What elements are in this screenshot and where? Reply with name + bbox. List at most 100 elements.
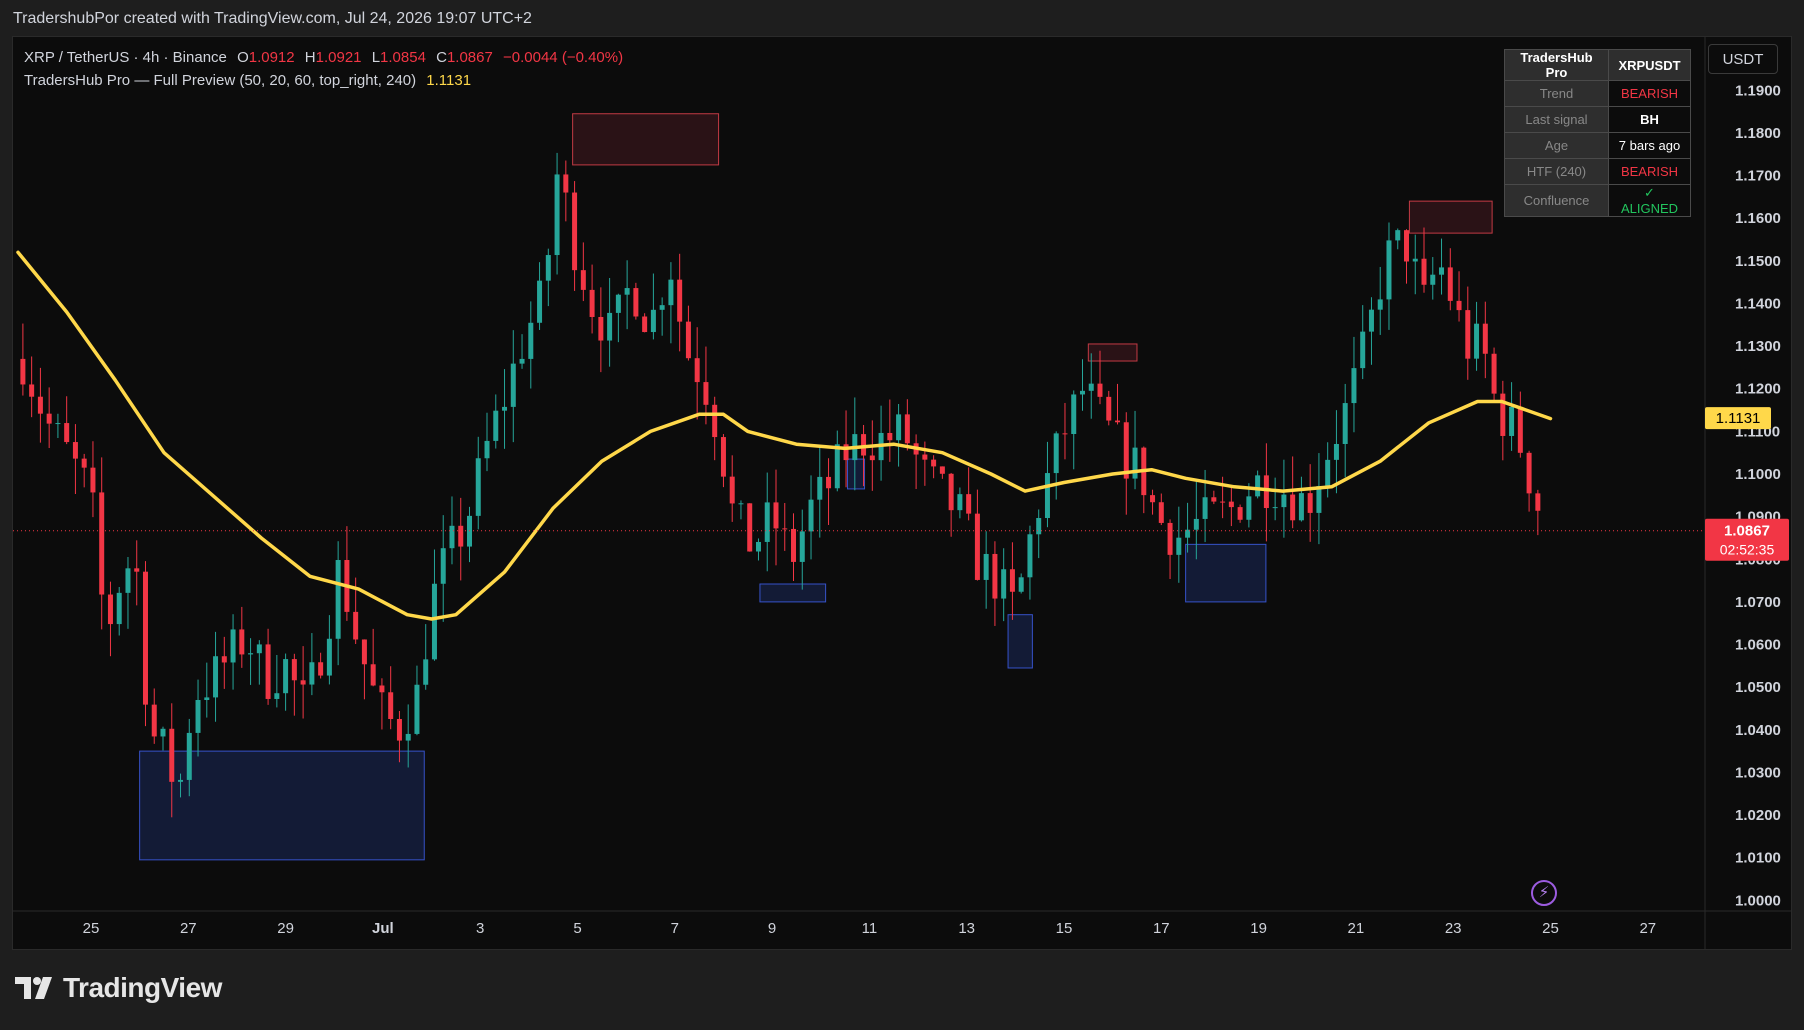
info-key: HTF (240)	[1504, 158, 1609, 185]
demand-zone	[759, 583, 827, 603]
candle-body	[966, 494, 972, 514]
candle-body	[1395, 230, 1401, 241]
chart-legend: XRP / TetherUS · 4h · Binance O1.0912 H1…	[24, 46, 623, 92]
candle-body	[738, 503, 744, 505]
candle-body	[1062, 433, 1068, 435]
candle-body	[633, 288, 639, 317]
candle-body	[931, 459, 937, 467]
candle-body	[1132, 447, 1138, 479]
symbol-label[interactable]: XRP / TetherUS · 4h · Binance	[24, 49, 227, 66]
candle-body	[1255, 475, 1261, 497]
time-tick-label: 11	[862, 920, 878, 937]
price-tick-label: 1.0300	[1735, 764, 1781, 781]
candle-body	[283, 659, 289, 694]
candle-body	[677, 279, 683, 322]
price-chart[interactable]: 1.0000 1.0100 1.0200 1.0300 1.0400 1.0500 1.06…	[13, 37, 1791, 949]
candle-body	[1202, 497, 1208, 519]
time-tick-label: 23	[1445, 920, 1462, 937]
candle-body	[580, 270, 586, 290]
price-tick-label: 1.0400	[1735, 722, 1781, 739]
chart-area[interactable]: 1.0000 1.0100 1.0200 1.0300 1.0400 1.0500 1.06…	[12, 36, 1792, 950]
ema-price-label-bg	[1705, 407, 1771, 430]
candle-body	[1342, 403, 1348, 444]
bar-countdown-label: 02:52:35	[1720, 542, 1775, 558]
candle-body	[125, 568, 131, 593]
time-tick-label: 7	[671, 920, 679, 937]
low-value: 1.0854	[380, 49, 426, 66]
supply-zone	[1408, 200, 1493, 234]
candle-body	[475, 458, 481, 516]
candle-body	[659, 305, 665, 310]
candle-body	[423, 659, 429, 685]
time-tick-label: 13	[958, 920, 975, 937]
candle-body	[64, 423, 70, 443]
candle-body	[326, 638, 332, 676]
candle-body	[1290, 494, 1296, 521]
candle-body	[1044, 473, 1050, 519]
candle-body	[1079, 390, 1085, 395]
candle-body	[1377, 299, 1383, 310]
candle-body	[869, 455, 875, 461]
candle-body	[528, 322, 534, 359]
candle-body	[81, 458, 87, 468]
candle-body	[379, 685, 385, 693]
candle-body	[834, 444, 840, 489]
info-value: BEARISH	[1608, 158, 1691, 185]
candle-body	[1150, 495, 1156, 503]
candle-body	[1517, 406, 1523, 453]
candle-body	[1491, 353, 1497, 394]
time-tick-label: 27	[180, 920, 197, 937]
info-key: Age	[1504, 132, 1609, 159]
candle-body	[116, 592, 122, 625]
currency-unit-button[interactable]: USDT	[1708, 44, 1778, 74]
candle-body	[642, 316, 648, 333]
candle-body	[178, 779, 184, 782]
tradingview-logo[interactable]: TradingView	[15, 972, 222, 1004]
candle-body	[554, 174, 560, 256]
candle-body	[1439, 267, 1445, 275]
last-price-label: 1.0867	[1724, 523, 1770, 540]
candle-body	[221, 656, 227, 663]
candle-body	[1237, 507, 1243, 520]
time-tick-label: 19	[1250, 920, 1267, 937]
candle-body	[440, 548, 446, 584]
candle-body	[992, 553, 998, 599]
candle-body	[1360, 331, 1366, 369]
info-value: BH	[1608, 106, 1691, 133]
demand-zone	[139, 750, 425, 861]
time-tick-label: 25	[83, 920, 100, 937]
demand-zone	[847, 458, 866, 490]
candle-body	[861, 434, 867, 456]
candle-body	[1097, 383, 1103, 397]
info-row-last-signal: Last signal BH	[1504, 106, 1691, 133]
info-header-symbol: XRPUSDT	[1608, 49, 1691, 81]
candle-body	[484, 440, 490, 459]
candle-body	[493, 410, 499, 441]
time-tick-label: 3	[476, 920, 484, 937]
candle-body	[808, 499, 814, 532]
candle-body	[1106, 396, 1112, 421]
candle-body	[615, 294, 621, 313]
candle-body	[1482, 323, 1488, 354]
candle-body	[1246, 496, 1252, 520]
candle-body	[1185, 529, 1191, 538]
price-tick-label: 1.1200	[1735, 381, 1781, 398]
candle-body	[563, 174, 569, 193]
info-header-title: TradersHub Pro	[1504, 49, 1609, 81]
lightning-icon[interactable]: ⚡	[1531, 880, 1557, 906]
candle-body	[747, 503, 753, 552]
time-tick-label: 15	[1056, 920, 1073, 937]
candle-body	[1316, 485, 1322, 513]
symbol-row: XRP / TetherUS · 4h · Binance O1.0912 H1…	[24, 46, 623, 69]
candle-body	[37, 396, 43, 414]
candle-body	[1456, 300, 1462, 311]
candle-body	[572, 192, 578, 271]
candle-body	[589, 289, 595, 317]
time-tick-label: 17	[1153, 920, 1170, 937]
high-label: H	[304, 49, 316, 66]
open-label: O	[237, 49, 249, 66]
indicator-label[interactable]: TradersHub Pro — Full Preview (50, 20, 6…	[24, 72, 417, 89]
candle-body	[1526, 452, 1532, 494]
candle-body	[1123, 422, 1129, 479]
info-table-header: TradersHub Pro XRPUSDT	[1504, 49, 1691, 81]
